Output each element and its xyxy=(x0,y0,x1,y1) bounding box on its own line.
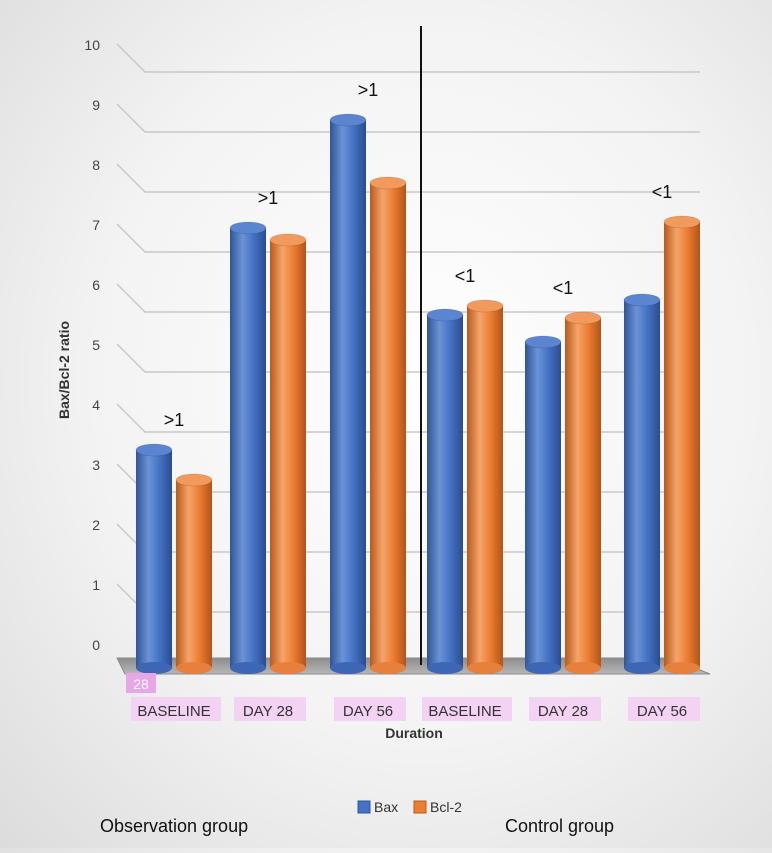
legend-swatch-bax xyxy=(357,800,371,814)
legend-swatch-bcl2 xyxy=(413,800,427,814)
bar-bcl2 xyxy=(564,311,602,674)
bar-top xyxy=(175,473,213,487)
bar-base xyxy=(624,662,660,674)
bar-bax xyxy=(229,221,267,674)
bar-base xyxy=(330,662,366,674)
category-highlight xyxy=(234,697,306,721)
x-category-label: BASELINE xyxy=(428,703,501,720)
y-tick-label: 5 xyxy=(92,337,100,353)
category-highlight xyxy=(334,697,406,721)
bar-bcl2 xyxy=(269,233,307,674)
bar-base xyxy=(270,662,306,674)
group-label-observation: Observation group xyxy=(100,816,248,836)
bar-body xyxy=(176,480,212,668)
gridline xyxy=(116,283,700,313)
y-tick-label: 7 xyxy=(92,217,100,233)
y-tick-label: 2 xyxy=(92,517,100,533)
legend-label-bax: Bax xyxy=(374,799,398,815)
gridline xyxy=(116,163,700,193)
bar-base xyxy=(525,662,561,674)
bar-top xyxy=(369,176,407,190)
bar-base xyxy=(565,662,601,674)
bar-base xyxy=(427,662,463,674)
legend: Bax Bcl-2 xyxy=(357,799,462,815)
bar-top xyxy=(269,233,307,247)
watermark-number: 28 xyxy=(133,676,149,692)
watermark-box xyxy=(126,673,156,693)
bar-body xyxy=(427,315,463,668)
gridline xyxy=(116,103,700,133)
y-tick-label: 1 xyxy=(92,577,100,593)
y-tick-label: 8 xyxy=(92,157,100,173)
bar-bcl2 xyxy=(175,473,213,674)
bar-bax xyxy=(329,113,367,674)
bar-base xyxy=(176,662,212,674)
bar-top xyxy=(623,293,661,307)
category-highlight xyxy=(628,697,700,721)
x-category-label: BASELINE xyxy=(137,703,210,720)
gridline xyxy=(116,43,700,73)
bar-top xyxy=(426,308,464,322)
bar-body xyxy=(467,306,503,668)
bar-base xyxy=(467,662,503,674)
bar-bcl2 xyxy=(369,176,407,674)
bar-body xyxy=(270,240,306,668)
bar-top xyxy=(663,215,701,229)
bar-top xyxy=(524,335,562,349)
category-highlight xyxy=(529,697,601,721)
ratio-label: <1 xyxy=(652,182,673,202)
bar-body xyxy=(330,120,366,668)
x-category-label: DAY 28 xyxy=(538,703,588,720)
bar-base xyxy=(230,662,266,674)
y-tick-label: 0 xyxy=(92,637,100,653)
category-highlight xyxy=(422,697,512,721)
legend-label-bcl2: Bcl-2 xyxy=(430,799,462,815)
bar-body xyxy=(136,450,172,668)
bar-base xyxy=(136,662,172,674)
bar-body xyxy=(230,228,266,668)
bar-body xyxy=(370,183,406,668)
ratio-label: <1 xyxy=(455,266,476,286)
bar-base xyxy=(664,662,700,674)
bar-body xyxy=(525,342,561,668)
bar-body xyxy=(624,300,660,668)
bar-bax xyxy=(623,293,661,674)
y-tick-label: 3 xyxy=(92,457,100,473)
gridline xyxy=(116,223,700,253)
group-label-control: Control group xyxy=(505,816,614,836)
bar-top xyxy=(466,299,504,313)
x-category-label: DAY 56 xyxy=(343,703,393,720)
bar-bax xyxy=(524,335,562,674)
ratio-label: >1 xyxy=(358,80,379,100)
gridline xyxy=(116,403,700,433)
ratio-label: >1 xyxy=(258,188,279,208)
bar-body xyxy=(664,222,700,668)
bar-base xyxy=(370,662,406,674)
ratio-label: >1 xyxy=(164,410,185,430)
y-tick-label: 6 xyxy=(92,277,100,293)
x-category-label: DAY 28 xyxy=(243,703,293,720)
bar-bax xyxy=(426,308,464,674)
bar-bax xyxy=(135,443,173,674)
ratio-label: <1 xyxy=(553,278,574,298)
bar-bcl2 xyxy=(466,299,504,674)
bar-body xyxy=(565,318,601,668)
bar-top xyxy=(229,221,267,235)
category-highlight xyxy=(131,697,221,721)
bar-top xyxy=(329,113,367,127)
bar-bcl2 xyxy=(663,215,701,674)
y-axis-title: Bax/Bcl-2 ratio xyxy=(56,321,72,419)
bar-top xyxy=(135,443,173,457)
y-tick-label: 10 xyxy=(84,37,100,53)
y-tick-label: 4 xyxy=(92,397,100,413)
x-axis-title: Duration xyxy=(385,725,443,741)
y-tick-label: 9 xyxy=(92,97,100,113)
bar-top xyxy=(564,311,602,325)
x-category-label: DAY 56 xyxy=(637,703,687,720)
gridline xyxy=(116,343,700,373)
